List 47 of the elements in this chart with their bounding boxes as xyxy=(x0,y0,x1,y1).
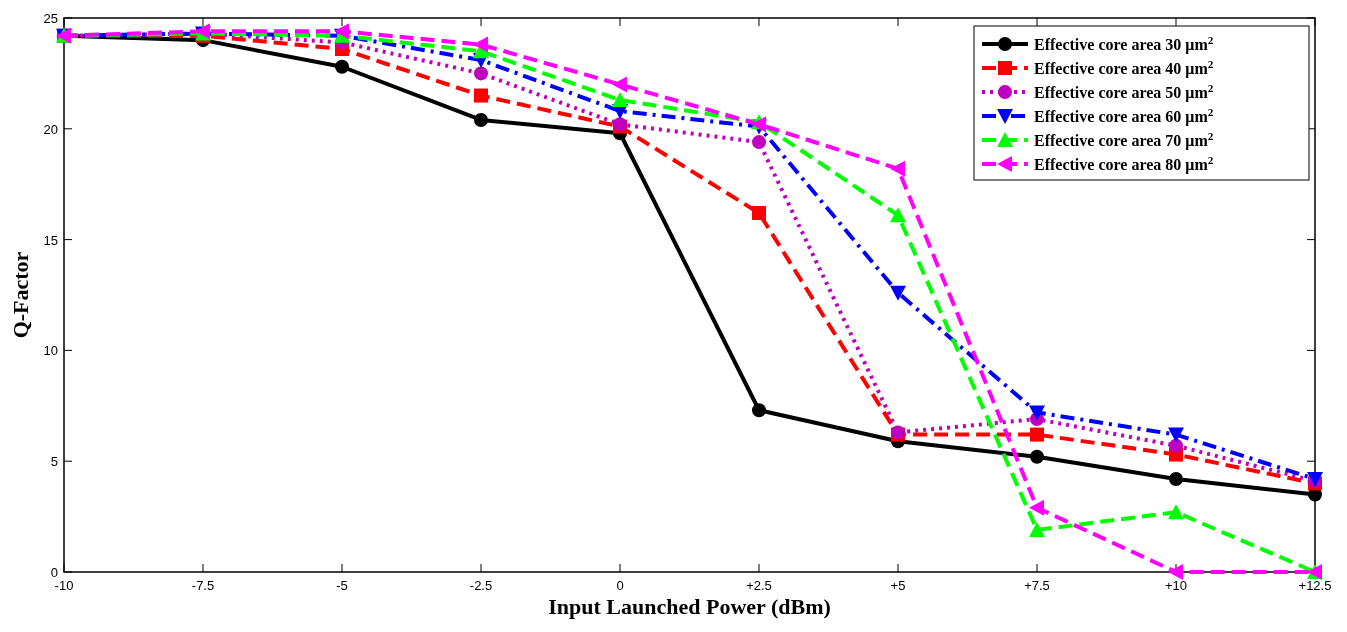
point xyxy=(1168,504,1184,520)
y-tick-label: 5 xyxy=(50,454,58,470)
legend-label: Effective core area 80 μm$^{2}$ xyxy=(1034,154,1214,174)
point xyxy=(1029,521,1045,537)
y-tick-label: 0 xyxy=(50,565,58,580)
point xyxy=(612,91,628,107)
x-tick-label: -7.5 xyxy=(191,578,215,593)
point xyxy=(890,160,905,177)
x-tick-label: -2.5 xyxy=(469,578,493,593)
x-tick-label: -10 xyxy=(54,578,74,593)
x-tick-label: +12.5 xyxy=(1298,578,1332,593)
point xyxy=(1029,499,1044,516)
legend-label: Effective core area 50 μm$^{2}$ xyxy=(1034,82,1214,102)
legend-label: Effective core area 40 μm$^{2}$ xyxy=(1034,58,1214,78)
point xyxy=(1030,449,1044,464)
x-tick-label: +10 xyxy=(1164,578,1188,593)
point xyxy=(890,207,906,223)
y-tick-label: 10 xyxy=(43,343,58,359)
point xyxy=(474,66,488,81)
point xyxy=(474,112,488,127)
x-tick-label: +5 xyxy=(890,578,906,593)
y-tick-label: 20 xyxy=(43,121,58,137)
x-tick-label: 0 xyxy=(616,578,624,593)
legend-label: Effective core area 60 μm$^{2}$ xyxy=(1034,106,1214,126)
point xyxy=(474,88,488,103)
point xyxy=(1169,471,1183,486)
point xyxy=(752,135,766,150)
point xyxy=(752,206,766,221)
x-tick-label: +2.5 xyxy=(746,578,772,593)
legend-label: Effective core area 30 μm$^{2}$ xyxy=(1034,34,1214,54)
point xyxy=(334,23,349,40)
point xyxy=(1030,427,1044,442)
point xyxy=(1168,427,1184,443)
x-tick-label: -5 xyxy=(336,578,348,593)
y-axis-title: Q-Factor xyxy=(8,251,33,339)
y-tick-label: 15 xyxy=(43,232,58,248)
point xyxy=(612,76,627,93)
point xyxy=(1029,405,1045,421)
y-tick-label: 25 xyxy=(43,11,58,26)
point xyxy=(1168,564,1183,580)
point xyxy=(335,59,349,74)
x-tick-label: +7.5 xyxy=(1024,578,1050,593)
legend-label: Effective core area 70 μm$^{2}$ xyxy=(1034,130,1214,150)
point xyxy=(1169,438,1183,453)
point xyxy=(752,403,766,418)
x-axis-title: Input Launched Power (dBm) xyxy=(548,594,831,619)
point xyxy=(890,285,906,301)
